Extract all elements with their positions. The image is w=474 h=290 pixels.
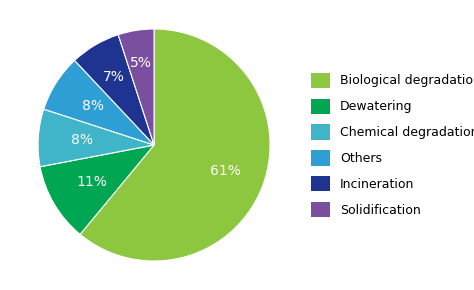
Text: 8%: 8% [82,99,104,113]
Text: 11%: 11% [77,175,108,188]
Text: 8%: 8% [71,133,93,148]
Wedge shape [74,35,154,145]
Wedge shape [118,29,154,145]
Wedge shape [44,60,154,145]
Text: 61%: 61% [210,164,240,177]
Wedge shape [40,145,154,234]
Text: 7%: 7% [103,70,125,84]
Legend: Biological degradation, Dewatering, Chemical degradation, Others, Incineration, : Biological degradation, Dewatering, Chem… [311,73,474,217]
Wedge shape [80,29,270,261]
Wedge shape [38,109,154,167]
Text: 5%: 5% [130,55,152,70]
